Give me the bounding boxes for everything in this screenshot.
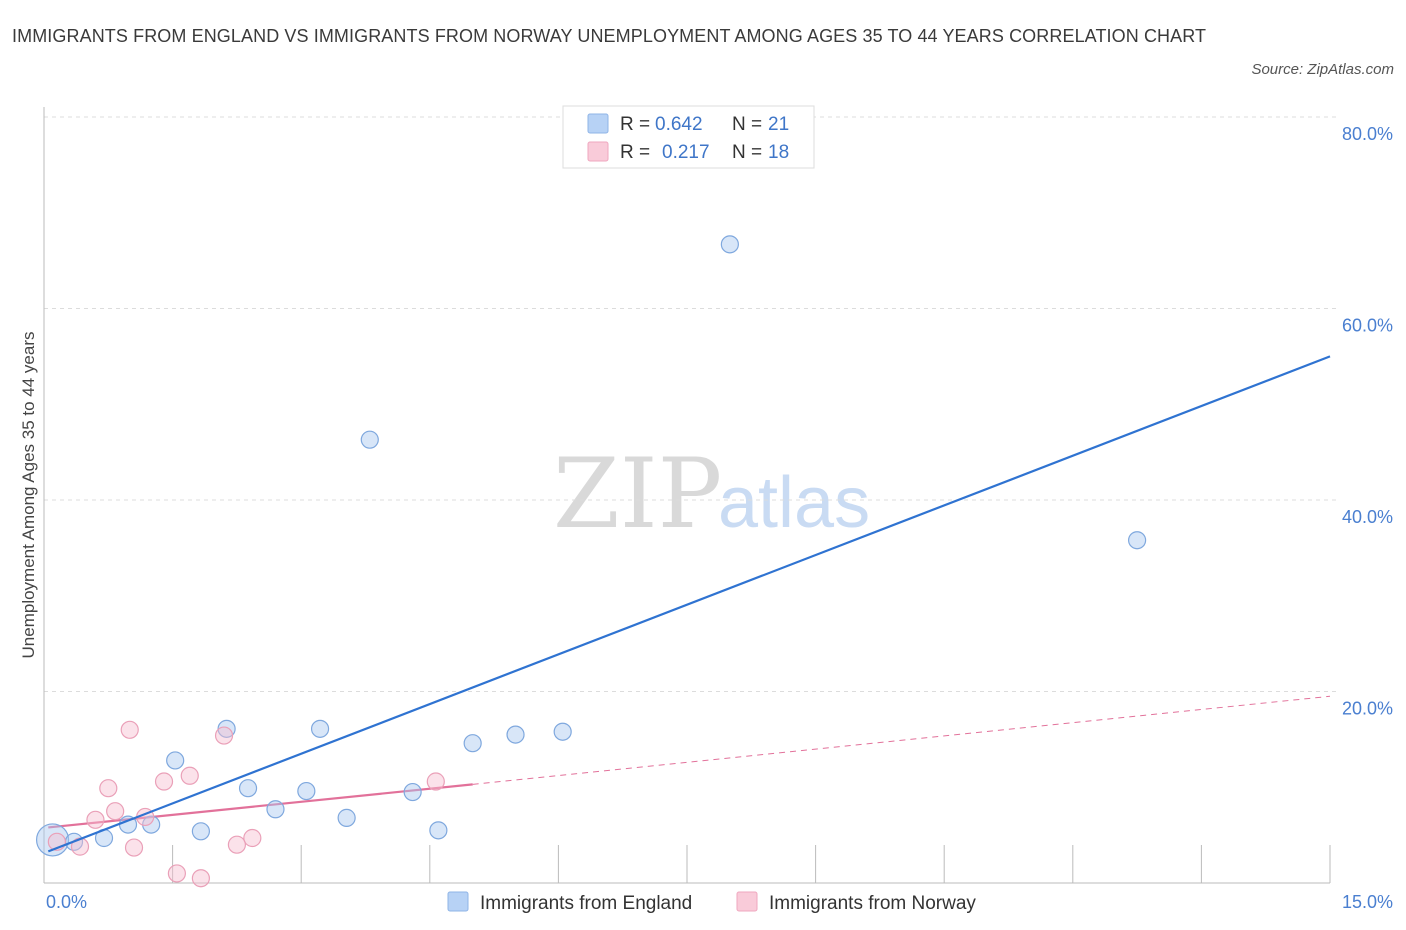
england-points [35,235,1147,857]
norway-point [86,810,105,829]
england-point [403,782,422,802]
legend-norway-r-label: R = [620,142,650,163]
england-point [266,800,285,819]
bottom-legend-swatch-norway [736,891,758,912]
england-point [429,821,448,840]
watermark-atlas: atlas [718,463,870,543]
england-point [191,822,210,841]
england-point [1127,531,1147,550]
x-tick-label-max: 15.0% [1342,892,1393,912]
england-trend-line [47,355,1331,853]
england-point [720,235,739,254]
legend-england-r-label: R = [620,114,650,135]
norway-point [191,869,210,888]
norway-trend-group [48,695,1331,829]
legend-swatch-england [587,113,609,134]
norway-point [167,864,186,883]
legend-norway-n-value: 18 [768,142,789,163]
england-point [337,808,356,827]
top-legend: R = 0.642 N = 21 R = 0.217 N = 18 [562,105,815,169]
norway-point [243,828,262,848]
x-tick-label-min: 0.0% [46,892,87,912]
england-point [35,823,70,857]
legend-swatch-norway [587,141,609,162]
england-point [463,734,482,753]
y-tick-label-40: 40.0% [1342,507,1393,527]
x-tick-marks [172,845,1331,883]
norway-point [180,766,199,785]
norway-point [120,720,139,739]
legend-norway-r-value: 0.217 [662,142,710,163]
y-axis-label: Unemployment Among Ages 35 to 44 years [19,332,38,659]
y-tick-label-80: 80.0% [1342,124,1393,144]
legend-england-n-value: 21 [768,114,789,135]
norway-trend-line [48,783,473,829]
norway-point [154,772,174,791]
england-point [360,430,379,449]
england-point [310,719,330,738]
norway-point [426,772,445,791]
norway-point [227,835,246,854]
watermark-zip: ZIP [553,438,722,550]
england-trend-group [47,355,1331,853]
bottom-legend-england: Immigrants from England [480,893,692,914]
gridlines [44,116,1340,692]
england-point [506,725,525,744]
legend-norway-n-label: N = [732,142,762,163]
legend-england-r-value: 0.642 [655,114,703,135]
norway-point [214,726,234,745]
bottom-legend-swatch-england [447,891,469,912]
norway-point [106,802,125,821]
y-tick-label-60: 60.0% [1342,316,1393,336]
bottom-legend: Immigrants from England Immigrants from … [447,891,976,914]
england-point [553,722,572,741]
england-point [297,781,316,801]
source-credit: Source: ZipAtlas.com [1251,61,1394,78]
england-point [166,751,185,770]
chart-title: IMMIGRANTS FROM ENGLAND VS IMMIGRANTS FR… [12,26,1207,46]
y-tick-label-20: 20.0% [1342,699,1393,719]
norway-trend-extension [472,695,1331,785]
legend-england-n-label: N = [732,114,762,135]
norway-point [124,838,144,857]
norway-points [47,720,445,888]
bottom-legend-norway: Immigrants from Norway [769,893,976,914]
norway-point [99,779,118,798]
england-point [238,779,258,798]
